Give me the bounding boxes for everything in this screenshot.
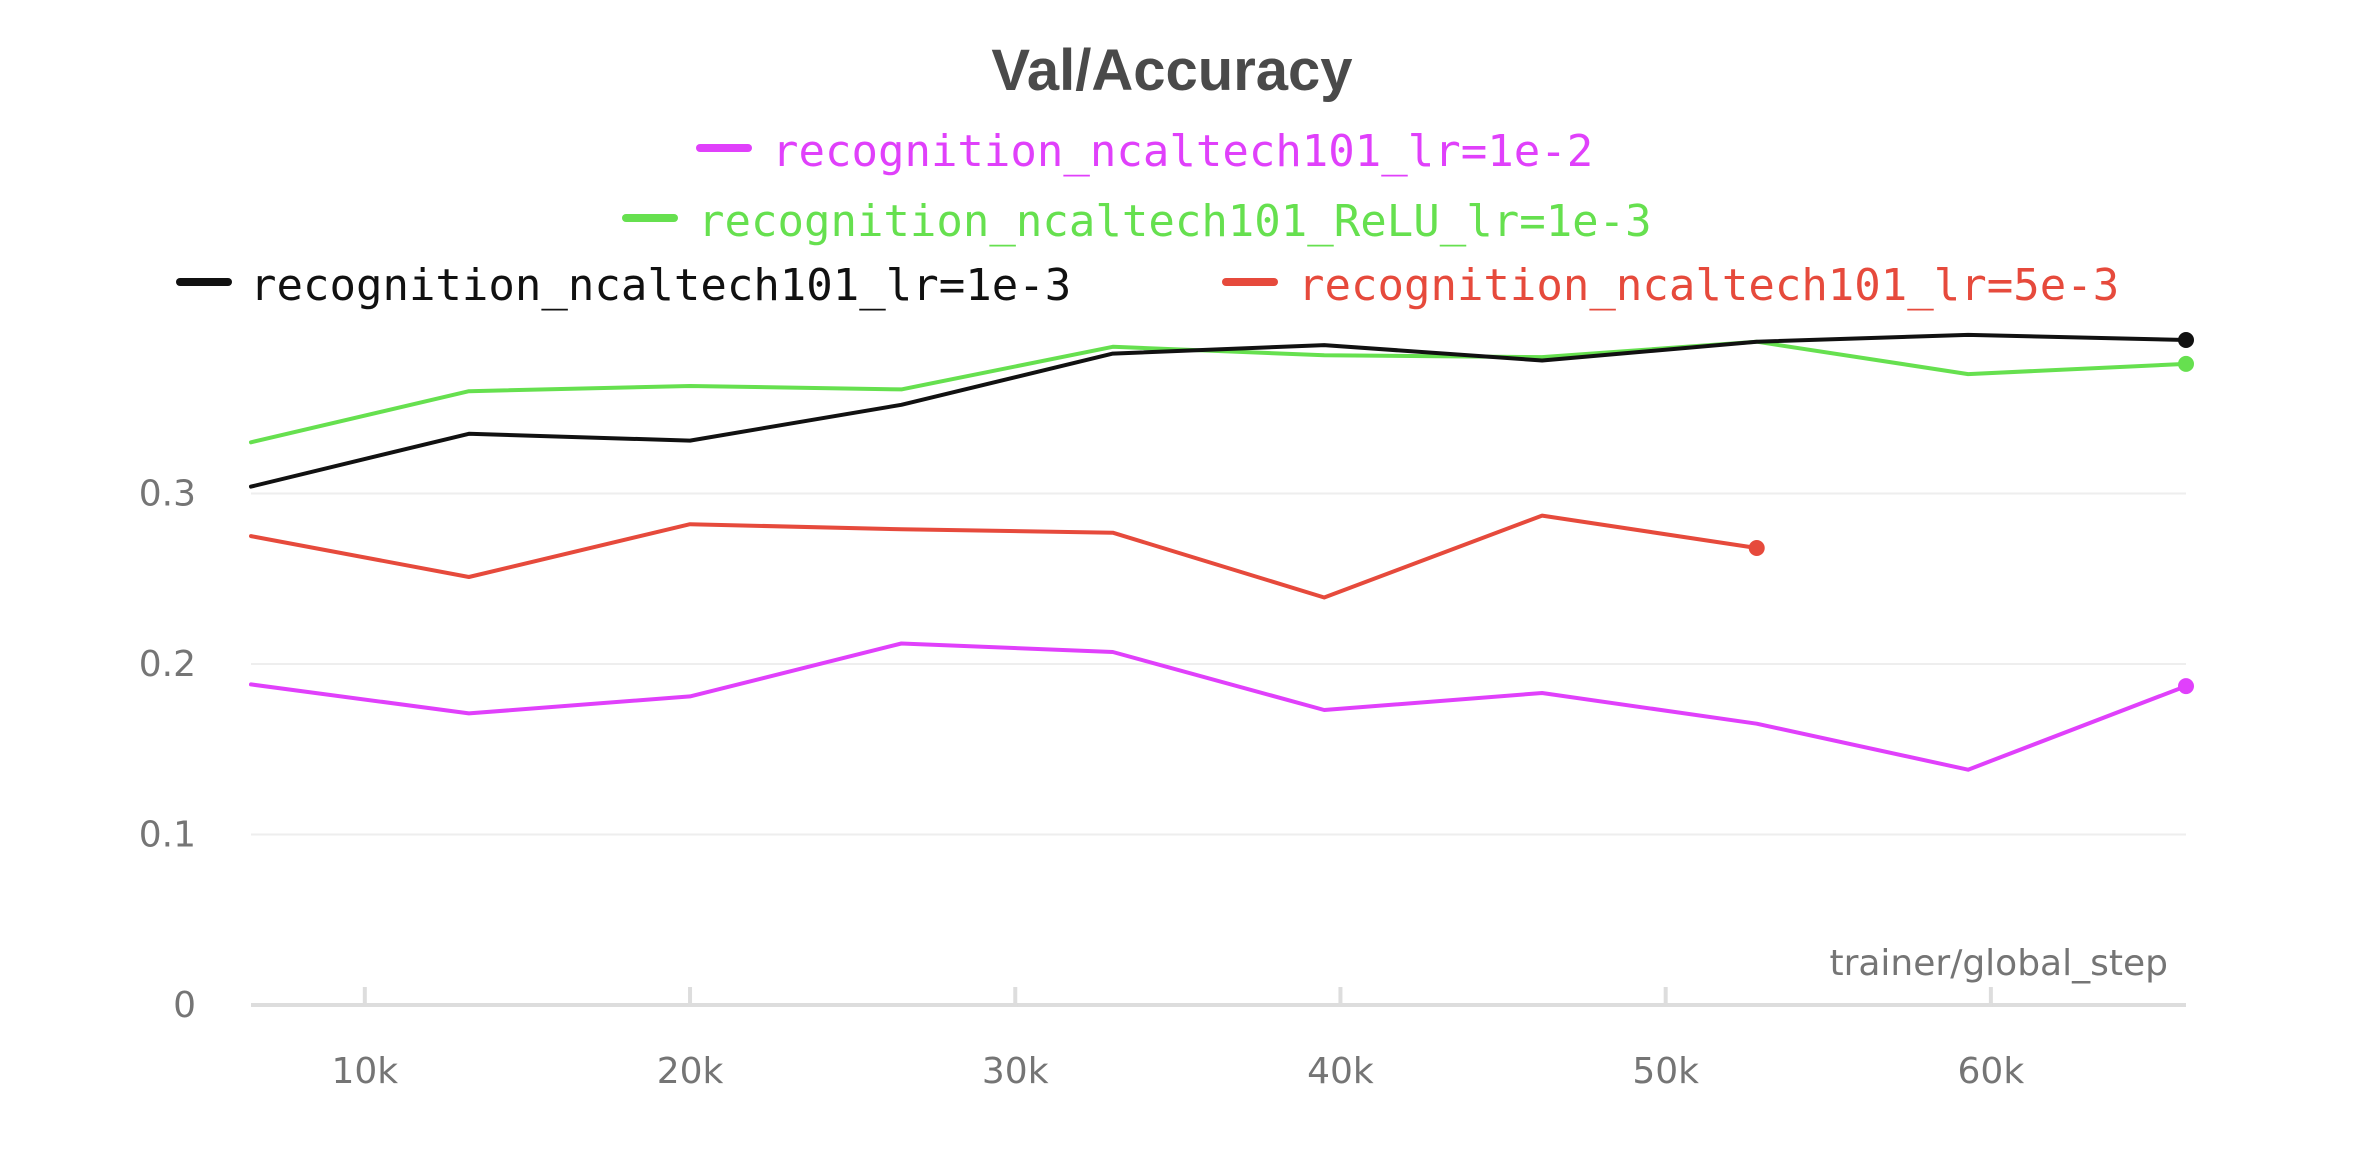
legend-item-relu-lr1e-3[interactable]: recognition_ncaltech101_ReLU_lr=1e-3 bbox=[622, 196, 1652, 247]
legend-label: recognition_ncaltech101_lr=1e-2 bbox=[772, 126, 1593, 177]
y-tick-label: 0.1 bbox=[139, 814, 196, 855]
x-tick-label: 20k bbox=[657, 1051, 724, 1092]
legend: recognition_ncaltech101_lr=1e-2 recognit… bbox=[176, 126, 2119, 311]
x-axis-title: trainer/global_step bbox=[1829, 943, 2168, 984]
x-tick-label: 10k bbox=[331, 1051, 398, 1092]
x-tick-label: 50k bbox=[1632, 1051, 1699, 1092]
x-tick-label: 60k bbox=[1958, 1051, 2025, 1092]
x-tick-label: 30k bbox=[982, 1051, 1049, 1092]
series-end-marker[interactable] bbox=[2178, 678, 2194, 695]
series-group bbox=[249, 332, 2194, 772]
y-tick-label: 0.3 bbox=[139, 473, 196, 514]
series-end-marker[interactable] bbox=[1748, 540, 1765, 557]
grid bbox=[251, 492, 2186, 836]
legend-item-lr1e-2[interactable]: recognition_ncaltech101_lr=1e-2 bbox=[696, 126, 1593, 177]
legend-label: recognition_ncaltech101_lr=1e-3 bbox=[250, 260, 1071, 311]
x-tick-label: 40k bbox=[1307, 1051, 1374, 1092]
series-line[interactable] bbox=[249, 513, 1759, 600]
series-line[interactable] bbox=[249, 339, 2188, 445]
series-end-marker[interactable] bbox=[2178, 332, 2194, 348]
legend-label: recognition_ncaltech101_lr=5e-3 bbox=[1298, 260, 2119, 311]
legend-item-lr5e-3[interactable]: recognition_ncaltech101_lr=5e-3 bbox=[1222, 260, 2119, 311]
y-axis: 0 0.1 0.2 0.3 bbox=[139, 473, 196, 1026]
x-axis: 10k 20k 30k 40k 50k 60k bbox=[251, 987, 2186, 1092]
legend-label: recognition_ncaltech101_ReLU_lr=1e-3 bbox=[698, 196, 1652, 247]
y-tick-label: 0.2 bbox=[139, 644, 196, 685]
y-tick-label: 0 bbox=[173, 985, 196, 1026]
series-line[interactable] bbox=[249, 641, 2188, 772]
series-end-marker[interactable] bbox=[2178, 355, 2194, 372]
series-line[interactable] bbox=[249, 332, 2188, 489]
legend-item-lr1e-3[interactable]: recognition_ncaltech101_lr=1e-3 bbox=[176, 260, 1071, 311]
chart-title: Val/Accuracy bbox=[991, 38, 1352, 103]
